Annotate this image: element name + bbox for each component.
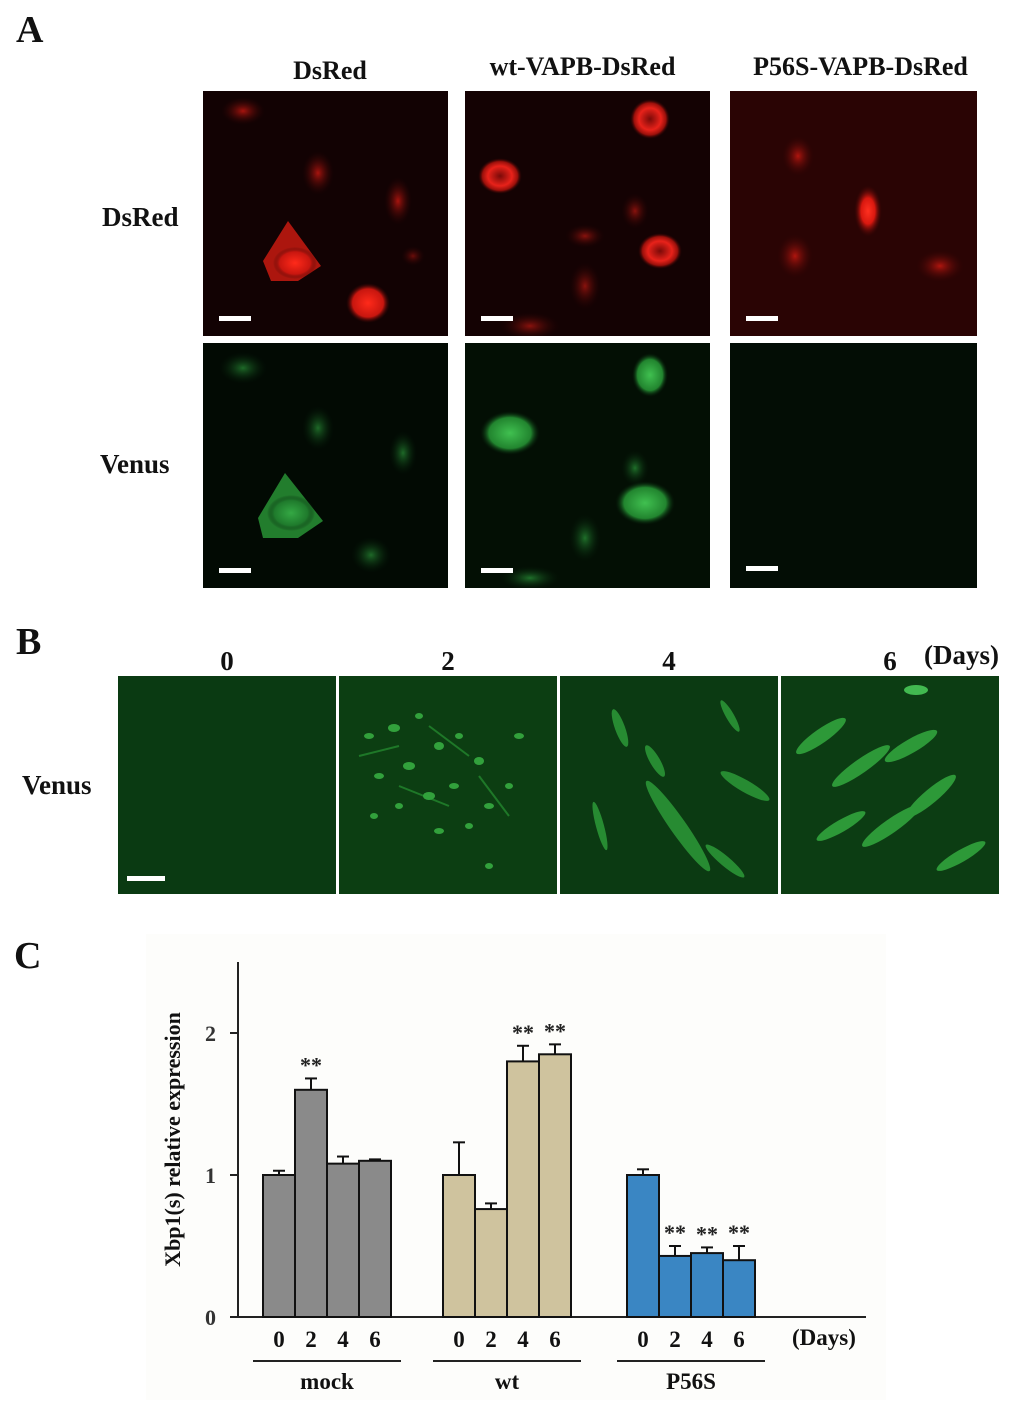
micrograph-day-6 [781,676,999,894]
x-tick-label: 4 [337,1327,349,1352]
group-label-mock: mock [300,1369,354,1394]
scale-bar [481,568,513,573]
x-tick-label: 0 [273,1327,285,1352]
bar-mock-day-0 [262,1174,296,1318]
micrograph-p56s-dsred [730,91,977,336]
scale-bar [127,876,165,881]
x-tick-label: 0 [453,1327,465,1352]
micrograph-wt-venus [465,343,710,588]
x-tick-label: 0 [637,1327,649,1352]
y-tick-label: 2 [205,1021,216,1046]
panel-b-row-label-venus: Venus [22,770,92,800]
bar-wt-day-0 [442,1174,476,1318]
y-axis-label: Xbp1(s) relative expression [160,1012,185,1267]
x-tick-label: 6 [549,1327,561,1352]
panel-a-row-label-dsred: DsRed [102,202,179,232]
panel-b-days-unit: (Days) [924,640,999,670]
scale-bar [746,316,778,321]
x-tick-label: 4 [517,1327,529,1352]
significance-mark: ** [696,1221,718,1246]
panel-a-letter: A [16,9,44,51]
group-label-P56S: P56S [666,1369,716,1394]
micrograph-day-2 [339,676,557,894]
panel-b-letter: B [16,621,42,663]
x-tick-label: 6 [369,1327,381,1352]
x-tick-label: 4 [701,1327,713,1352]
panel-b-day-6: 6 [883,646,897,676]
significance-mark: ** [544,1018,566,1043]
x-tick-label: 6 [733,1327,745,1352]
bar-P56S-day-6 [722,1259,756,1319]
x-tick-label: 2 [669,1327,681,1352]
panel-a-row-label-venus: Venus [100,449,170,479]
panel-b-day-0: 0 [220,646,234,676]
bar-wt-day-2 [474,1208,508,1318]
micrograph-dsred-venus [203,343,448,588]
x-tick-label: 2 [485,1327,497,1352]
bar-P56S-day-0 [626,1174,660,1318]
bar-mock-day-4 [326,1162,360,1318]
panel-a-column-title-dsred: DsRed [293,56,367,85]
x-tick-label: 2 [305,1327,317,1352]
significance-mark: ** [300,1052,322,1077]
x-axis-unit: (Days) [792,1325,856,1350]
panel-a-column-title-wt: wt-VAPB-DsRed [489,52,676,81]
panel-a-column-title-p56s: P56S-VAPB-DsRed [753,52,968,81]
micrograph-dsred-dsred [203,91,448,336]
panel-b-day-4: 4 [662,646,676,676]
scale-bar [746,566,778,571]
bar-wt-day-4 [506,1060,540,1319]
micrograph-day-0 [118,676,336,894]
bar-mock-day-2 [294,1088,328,1318]
micrograph-wt-dsred [465,91,710,336]
bar-mock-day-6 [358,1159,392,1318]
bar-P56S-day-2 [658,1254,692,1319]
bar-wt-day-6 [538,1053,572,1319]
panel-b-day-2: 2 [441,646,455,676]
significance-mark: ** [728,1220,750,1245]
significance-mark: ** [664,1220,686,1245]
scale-bar [219,568,251,573]
scale-bar [481,316,513,321]
panel-c-letter: C [14,935,42,977]
group-label-wt: wt [495,1369,520,1394]
bar-P56S-day-4 [690,1252,724,1319]
y-tick-label: 1 [205,1163,216,1188]
scale-bar [219,316,251,321]
micrograph-day-4 [560,676,778,894]
y-tick-label: 0 [205,1305,216,1330]
bar-chart: 0 1 2 Xbp1(s) relative expression 0 ** 2 4 6 mock… [146,934,886,1400]
significance-mark: ** [512,1020,534,1045]
micrograph-p56s-venus [730,343,977,588]
